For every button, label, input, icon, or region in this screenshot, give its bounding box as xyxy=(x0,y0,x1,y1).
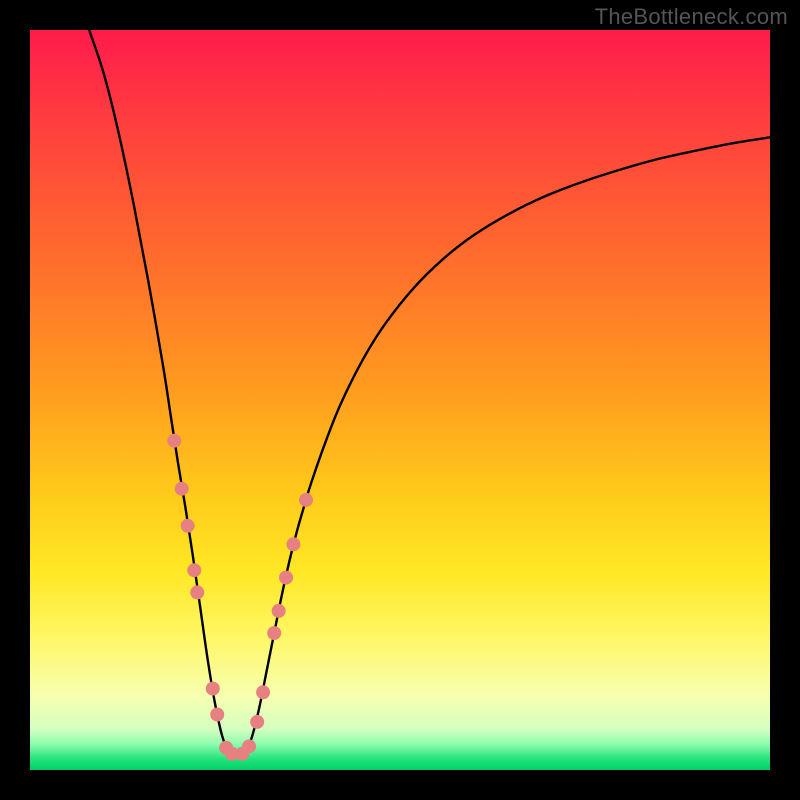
marker-point xyxy=(256,685,270,699)
marker-point xyxy=(210,708,224,722)
marker-point xyxy=(190,585,204,599)
marker-point xyxy=(175,482,189,496)
marker-point xyxy=(267,626,281,640)
marker-point xyxy=(299,493,313,507)
marker-point xyxy=(286,537,300,551)
marker-point xyxy=(206,682,220,696)
marker-point xyxy=(187,563,201,577)
plot-background xyxy=(30,30,770,770)
marker-point xyxy=(167,434,181,448)
marker-point xyxy=(181,519,195,533)
marker-point xyxy=(250,715,264,729)
marker-point xyxy=(279,571,293,585)
watermark-text: TheBottleneck.com xyxy=(595,4,788,30)
chart-container: TheBottleneck.com xyxy=(0,0,800,800)
bottleneck-chart xyxy=(0,0,800,800)
marker-point xyxy=(242,739,256,753)
marker-point xyxy=(272,604,286,618)
